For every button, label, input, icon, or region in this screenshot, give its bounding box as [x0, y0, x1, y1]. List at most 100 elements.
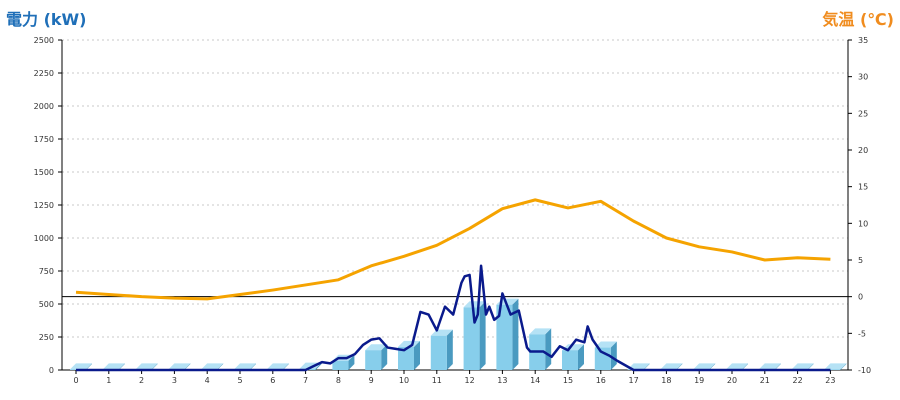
x-tick-label: 5	[237, 376, 242, 385]
power-line	[76, 264, 831, 372]
x-tick-label: 2	[139, 376, 144, 385]
power-bar-side	[250, 363, 256, 370]
power-bar-side	[479, 301, 486, 370]
power-bar-top	[758, 363, 781, 370]
power-series	[76, 264, 831, 372]
power-bar-side	[676, 363, 683, 370]
x-tick-label: 8	[336, 376, 341, 385]
power-bar-top	[693, 363, 716, 370]
power-bar-front	[594, 347, 611, 370]
power-bar-top	[365, 344, 388, 351]
power-bar-side	[774, 363, 781, 370]
power-bar-top	[398, 340, 420, 347]
right-tick-label: 25	[858, 109, 868, 118]
left-tick-label: 2500	[34, 36, 54, 45]
right-tick-label: 5	[858, 256, 863, 265]
left-tick-label: 1750	[34, 135, 54, 144]
left-tick-label: 1000	[34, 234, 54, 243]
right-tick-label: 10	[858, 219, 868, 228]
power-bar-top	[463, 301, 486, 308]
temperature-series	[75, 198, 831, 301]
power-bar-top	[102, 363, 125, 370]
power-bar	[365, 344, 388, 370]
power-bar-side	[807, 363, 814, 370]
power-bar-top	[594, 341, 617, 348]
power-bar-side	[86, 363, 92, 370]
x-tick-label: 14	[530, 376, 540, 385]
right-tick-label: -5	[858, 329, 866, 338]
left-tick-label: 250	[39, 333, 54, 342]
temperature-line	[75, 198, 831, 301]
grid-lines	[62, 39, 848, 338]
x-tick-label: 21	[760, 376, 770, 385]
x-tick-label: 4	[205, 376, 210, 385]
right-axis-title: 気温 (℃)	[822, 10, 894, 29]
power-bar-side	[315, 362, 322, 370]
power-bar-front	[332, 360, 349, 370]
axes	[58, 39, 852, 374]
power-bar-front	[496, 304, 513, 370]
power-bar-side	[578, 344, 584, 370]
right-tick-label: 15	[858, 183, 868, 192]
power-bar-top	[529, 328, 552, 335]
power-bar-top	[660, 363, 683, 370]
left-axis-title: 電力 (kW)	[6, 10, 87, 29]
power-bar	[824, 363, 847, 370]
power-bar-top	[168, 363, 191, 370]
right-tick-label: 20	[858, 146, 868, 155]
power-bar-top	[234, 363, 256, 370]
power-bar-side	[512, 298, 519, 370]
right-tick-label: 30	[858, 73, 868, 82]
x-tick-label: 13	[497, 376, 507, 385]
left-tick-label: 750	[39, 267, 54, 276]
right-tick-label: 35	[858, 36, 868, 45]
left-tick-label: 0	[49, 366, 54, 375]
power-bar-side	[545, 328, 552, 370]
power-bar-side	[151, 363, 158, 370]
right-tick-label: -10	[858, 366, 871, 375]
power-bar-side	[742, 363, 748, 370]
power-bar-side	[610, 341, 617, 370]
right-tick-label: 0	[858, 293, 863, 302]
left-tick-label: 2250	[34, 69, 54, 78]
power-bar-side	[709, 363, 716, 370]
power-bar-side	[414, 340, 420, 370]
power-bar-top	[201, 363, 224, 370]
x-tick-label: 15	[563, 376, 573, 385]
power-bar-side	[217, 363, 224, 370]
power-bar-side	[840, 363, 847, 370]
x-tick-label: 17	[629, 376, 639, 385]
power-bar	[430, 329, 453, 370]
power-bar-side	[643, 363, 650, 370]
power-bar-side	[118, 363, 125, 370]
x-tick-label: 23	[825, 376, 835, 385]
x-tick-label: 12	[465, 376, 475, 385]
power-bar-front	[430, 335, 447, 370]
power-bars	[70, 298, 847, 370]
left-tick-label: 1500	[34, 168, 54, 177]
left-tick-label: 2000	[34, 102, 54, 111]
power-bar-side	[381, 344, 388, 370]
power-bar	[398, 340, 420, 370]
power-bar	[529, 328, 552, 370]
power-bar-top	[70, 363, 92, 370]
power-bar-top	[135, 363, 158, 370]
x-tick-label: 11	[432, 376, 442, 385]
x-tick-label: 16	[596, 376, 606, 385]
power-bar-top	[824, 363, 847, 370]
power-bar-top	[627, 363, 650, 370]
power-bar-front	[365, 350, 382, 370]
x-tick-label: 22	[793, 376, 803, 385]
x-tick-label: 9	[369, 376, 374, 385]
x-tick-label: 3	[172, 376, 177, 385]
x-tick-label: 19	[694, 376, 704, 385]
power-bar-top	[791, 363, 814, 370]
power-bar-side	[184, 363, 191, 370]
power-bar-front	[562, 350, 578, 370]
x-tick-label: 0	[73, 376, 78, 385]
x-tick-label: 18	[661, 376, 671, 385]
left-tick-label: 1250	[34, 201, 54, 210]
x-tick-label: 10	[399, 376, 409, 385]
power-bar-top	[266, 363, 289, 370]
